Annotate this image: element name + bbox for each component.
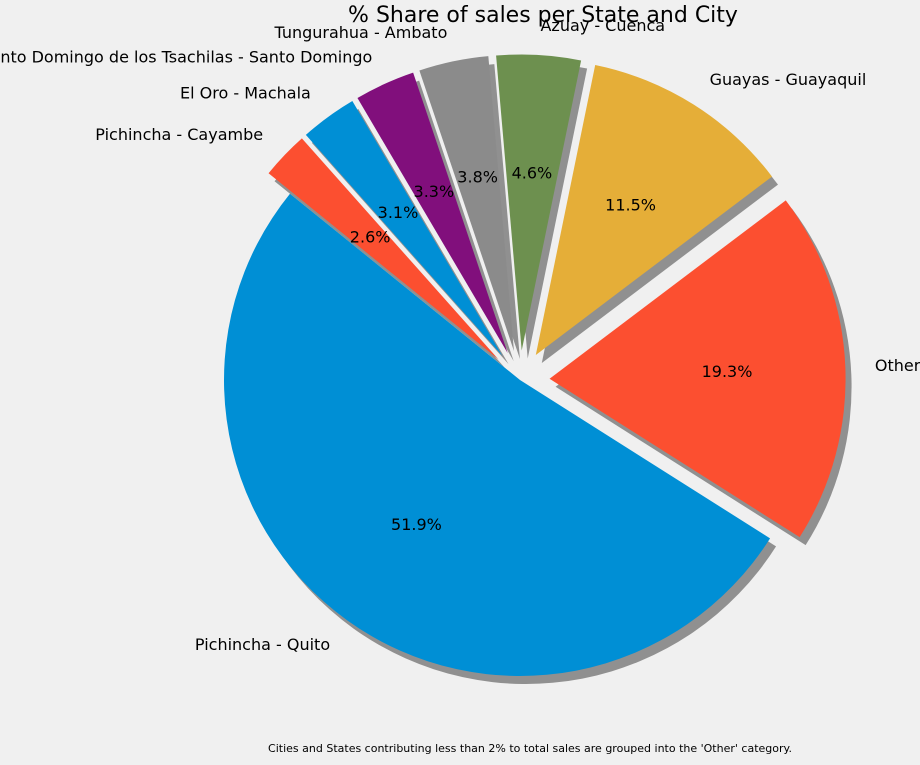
pct-label-el-oro-machala: 3.1% [378,203,419,222]
slice-tungurahua-ambato [419,56,514,352]
slice-santo-domingo-de-los-tsachilas-santo-domingo [357,72,508,354]
label-santo-domingo-de-los-tsachilas-santo-domingo: Santo Domingo de los Tsachilas - Santo D… [0,47,372,66]
pct-label-azuay-cuenca: 4.6% [512,164,553,183]
chart-footnote: Cities and States contributing less than… [268,742,792,755]
slice-pichincha-cayambe [268,138,499,360]
pct-label-other: 19.3% [702,362,753,381]
pct-label-pichincha-cayambe: 2.6% [350,227,391,246]
pct-label-tungurahua-ambato: 3.8% [457,168,498,187]
pct-label-santo-domingo-de-los-tsachilas-santo-domingo: 3.3% [414,182,455,201]
pct-label-guayas-guayaquil: 11.5% [605,195,656,214]
label-tungurahua-ambato: Tungurahua - Ambato [273,23,447,42]
label-other: Other [875,356,920,375]
chart-title: % Share of sales per State and City [348,3,738,28]
label-el-oro-machala: El Oro - Machala [180,83,311,102]
pct-label-pichincha-quito: 51.9% [391,515,442,534]
slice-pichincha-quito [223,193,771,677]
slice-guayas-guayaquil [535,64,772,355]
label-azuay-cuenca: Azuay - Cuenca [540,16,665,35]
category-labels: Pichincha - Quito Other Guayas - Guayaquil… [0,16,920,654]
label-pichincha-quito: Pichincha - Quito [195,635,330,654]
slice-el-oro-machala [305,101,503,357]
label-pichincha-cayambe: Pichincha - Cayambe [95,125,263,144]
slice-other [549,200,846,538]
pie-slices [223,54,846,677]
slice-azuay-cuenca [496,54,582,351]
label-guayas-guayaquil: Guayas - Guayaquil [710,70,867,89]
percent-labels: 51.9% 19.3% 11.5% 4.6% 3.8%3.3% 3.1% 2.6% [350,164,753,534]
